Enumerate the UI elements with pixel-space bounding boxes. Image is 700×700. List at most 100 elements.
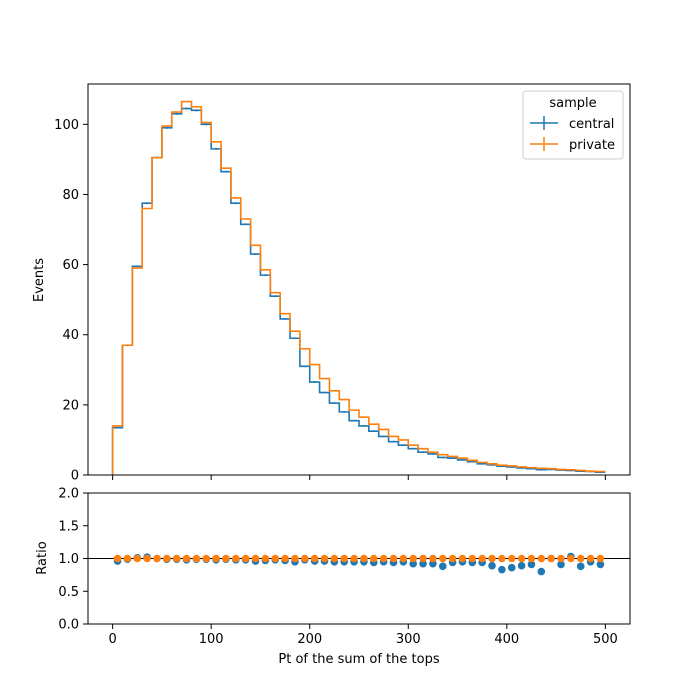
bottom-x-tick-label-300: 300 bbox=[396, 632, 421, 647]
private-ratio-point-49 bbox=[596, 554, 605, 563]
top-y-tick-label-100: 100 bbox=[54, 118, 79, 133]
legend-central-label: central bbox=[569, 117, 614, 132]
private-ratio-point-33 bbox=[438, 554, 447, 563]
private-ratio-point-5 bbox=[163, 554, 171, 563]
private-ratio-point-14 bbox=[251, 554, 260, 563]
private-ratio-point-2 bbox=[133, 554, 142, 563]
private-ratio-point-41 bbox=[517, 554, 526, 563]
bottom-x-tick-label-500: 500 bbox=[593, 632, 618, 647]
top-x-ticks bbox=[112, 475, 606, 480]
private-ratio-point-47 bbox=[576, 554, 585, 563]
bottom-x-tick-label-100: 100 bbox=[199, 632, 224, 647]
private-ratio-point-25 bbox=[360, 554, 368, 563]
central-ratio-point-41 bbox=[517, 561, 526, 570]
private-ratio-point-32 bbox=[429, 554, 437, 563]
x-axis-label: Pt of the sum of the tops bbox=[278, 652, 439, 667]
private-ratio-point-4 bbox=[153, 554, 161, 563]
private-ratio-point-45 bbox=[557, 554, 565, 563]
private-ratio-point-3 bbox=[143, 554, 151, 563]
central-ratio-point-42 bbox=[527, 560, 536, 569]
private-ratio-point-19 bbox=[301, 554, 309, 563]
bottom-y-tick-label-1.5: 1.5 bbox=[58, 519, 79, 534]
private-ratio-point-24 bbox=[350, 554, 358, 563]
legend-entry-private: private bbox=[530, 137, 615, 153]
private-ratio-point-31 bbox=[419, 554, 427, 563]
private-histogram-step bbox=[111, 100, 606, 475]
bottom-axes-frame bbox=[87, 492, 631, 625]
central-ratio-point-47 bbox=[576, 562, 585, 571]
private-ratio-point-29 bbox=[399, 554, 408, 563]
legend: sample central private bbox=[522, 90, 624, 160]
bottom-x-tick-label-0: 0 bbox=[108, 632, 116, 647]
legend-title: sample bbox=[549, 96, 596, 111]
ratio-panel: 0 100 200 300 400 500 0.0 0.5 1.0 1.5 2.0 Ratio P… bbox=[35, 487, 631, 667]
bottom-x-ticks: 0 100 200 300 400 500 bbox=[108, 624, 618, 647]
legend-box bbox=[522, 90, 624, 160]
private-ratio-point-26 bbox=[369, 554, 378, 563]
private-ratio-point-20 bbox=[310, 554, 319, 563]
central-ratio-point-45 bbox=[557, 560, 565, 569]
private-ratio-point-15 bbox=[261, 554, 270, 563]
private-ratio-point-34 bbox=[448, 554, 457, 563]
private-ratio-point-18 bbox=[291, 554, 299, 563]
private-ratio-point-1 bbox=[123, 554, 132, 563]
private-ratio-point-30 bbox=[409, 554, 418, 563]
top-y-tick-label-60: 60 bbox=[62, 258, 79, 273]
private-ratio-point-40 bbox=[507, 554, 516, 563]
top-y-tick-label-40: 40 bbox=[62, 328, 79, 343]
bottom-y-tick-label-0.5: 0.5 bbox=[58, 585, 79, 600]
private-ratio-point-44 bbox=[547, 554, 555, 563]
private-ratio-point-38 bbox=[488, 554, 496, 563]
private-ratio-point-6 bbox=[172, 554, 181, 563]
top-y-tick-label-80: 80 bbox=[62, 188, 79, 203]
private-ratio-point-37 bbox=[478, 554, 486, 563]
top-y-ticks: 0 20 40 60 80 100 bbox=[54, 118, 88, 484]
top-y-axis-label: Events bbox=[32, 258, 47, 302]
private-ratio-point-10 bbox=[212, 554, 220, 563]
private-ratio-point-13 bbox=[241, 554, 250, 563]
central-ratio-point-33 bbox=[438, 562, 447, 571]
private-ratio-point-39 bbox=[498, 554, 506, 563]
bottom-y-tick-label-0.0: 0.0 bbox=[58, 618, 79, 633]
private-series bbox=[111, 100, 606, 475]
bottom-y-axis-label: Ratio bbox=[35, 541, 50, 574]
private-ratio-point-42 bbox=[527, 554, 536, 563]
central-ratio-point-49 bbox=[596, 560, 605, 569]
histogram-panel: 0 20 40 60 80 100 Events sample central priva… bbox=[32, 83, 631, 484]
central-ratio-point-39 bbox=[498, 565, 506, 574]
central-ratio-point-43 bbox=[537, 567, 546, 576]
private-ratio-point-48 bbox=[586, 554, 595, 563]
private-ratio-point-11 bbox=[222, 554, 230, 563]
private-ratio-point-8 bbox=[192, 554, 201, 563]
bottom-y-ticks: 0.0 0.5 1.0 1.5 2.0 bbox=[58, 487, 88, 633]
bottom-x-tick-label-400: 400 bbox=[494, 632, 519, 647]
legend-private-label: private bbox=[569, 138, 615, 153]
private-ratio-point-22 bbox=[330, 554, 339, 563]
private-ratio-point-43 bbox=[537, 554, 546, 563]
central-ratio-point-32 bbox=[429, 559, 437, 568]
central-histogram-step bbox=[111, 107, 606, 475]
central-ratio-point-40 bbox=[507, 563, 516, 572]
central-ratio-point-30 bbox=[409, 559, 418, 568]
central-ratio-point-38 bbox=[488, 561, 496, 570]
bottom-x-tick-label-200: 200 bbox=[297, 632, 322, 647]
private-ratio-point-17 bbox=[281, 554, 289, 563]
central-ratio-point-31 bbox=[419, 559, 427, 568]
bottom-y-tick-label-1.0: 1.0 bbox=[58, 552, 79, 567]
top-y-tick-label-20: 20 bbox=[62, 398, 79, 413]
private-ratio-point-12 bbox=[232, 554, 240, 563]
private-ratio-point-9 bbox=[202, 554, 211, 563]
private-ratio-point-0 bbox=[113, 554, 122, 563]
private-ratio-point-27 bbox=[379, 554, 388, 563]
private-ratio-point-36 bbox=[468, 554, 477, 563]
private-ratio-point-35 bbox=[458, 554, 467, 563]
private-ratio-point-21 bbox=[320, 554, 329, 563]
top-axes-frame bbox=[87, 83, 631, 476]
private-ratio-point-46 bbox=[567, 554, 575, 563]
private-ratio-point-16 bbox=[271, 554, 280, 563]
legend-entry-central: central bbox=[530, 116, 614, 132]
private-ratio-point-23 bbox=[340, 554, 349, 563]
private-ratio-point-28 bbox=[389, 554, 398, 563]
private-ratio-points bbox=[113, 554, 605, 563]
